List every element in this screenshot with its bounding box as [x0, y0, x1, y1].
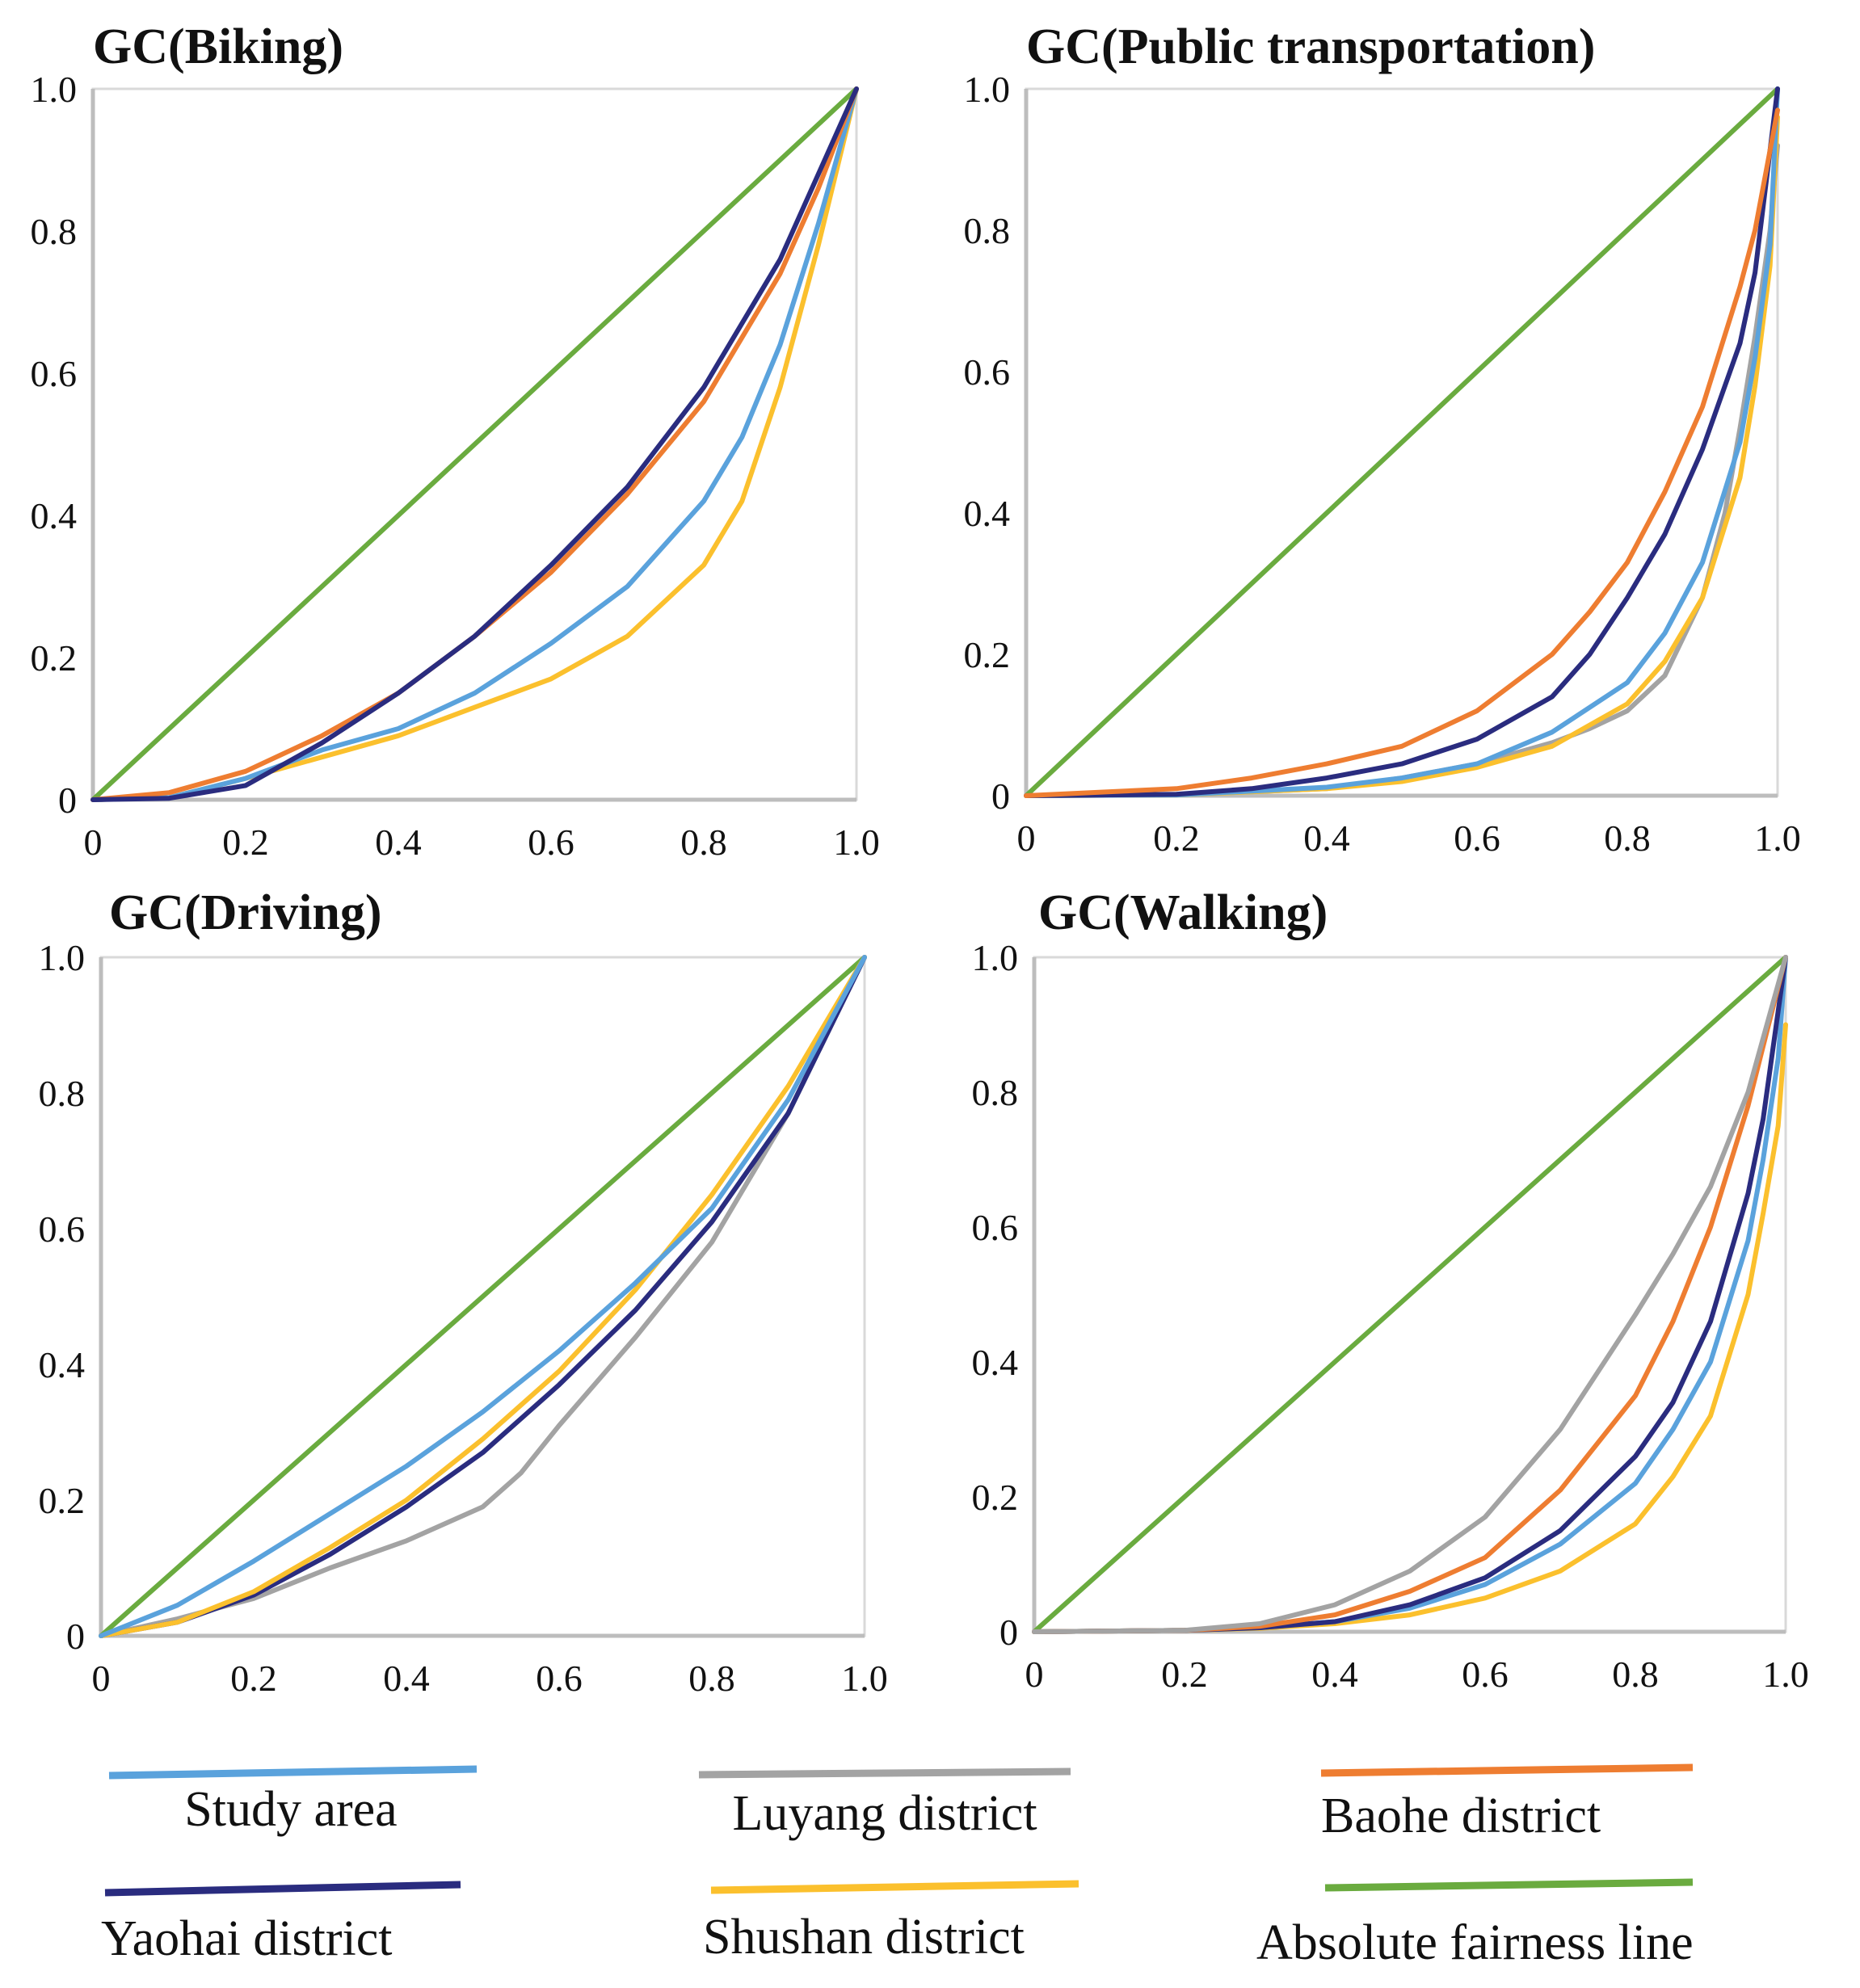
series-line-shushan — [1032, 1022, 1788, 1634]
x-tick-label: 0.4 — [383, 1658, 430, 1699]
series-line-fairness — [99, 955, 867, 1638]
x-tick-label: 0.8 — [688, 1658, 735, 1699]
series-line-baohe — [90, 86, 859, 802]
y-tick-label: 1.0 — [972, 937, 1019, 978]
legend-item-luyang: Luyang district — [698, 1767, 1071, 1841]
x-tick-label: 0.8 — [1604, 817, 1651, 859]
x-tick-label: 0.2 — [1153, 817, 1200, 859]
legend-label: Absolute fairness line — [1256, 1915, 1694, 1970]
y-tick-label: 0.2 — [31, 637, 78, 679]
y-tick-label: 0 — [58, 780, 77, 821]
legend: Study area Luyang district Baohe district Y… — [101, 1763, 1694, 1970]
chart-panel-public-transportation: GC(Public transportation) 0 0.2 0.4 0.6 0.8 1.… — [964, 19, 1801, 859]
x-tick-label: 0.8 — [1612, 1654, 1659, 1695]
x-tick-label: 1.0 — [841, 1658, 888, 1699]
y-tick-label: 0 — [66, 1616, 85, 1657]
y-tick-label: 0.6 — [964, 351, 1011, 393]
y-tick-label: 0.8 — [39, 1073, 86, 1114]
series-line-baohe — [1024, 107, 1780, 798]
chart-title: GC(Driving) — [109, 885, 382, 940]
series-line-study-area — [1024, 86, 1780, 798]
legend-swatch — [1320, 1763, 1694, 1777]
y-tick-label: 1.0 — [31, 69, 78, 110]
series-line-study-area — [90, 86, 859, 802]
x-tick-label: 0 — [1017, 817, 1036, 859]
series-line-luyang — [1024, 143, 1780, 798]
x-tick-label: 0.6 — [1462, 1654, 1509, 1695]
y-tick-label: 0.2 — [964, 634, 1011, 675]
y-tick-label: 0.4 — [964, 493, 1011, 534]
series-line-yaohai — [90, 86, 859, 802]
series-line-luyang — [1032, 955, 1788, 1634]
legend-label: Luyang district — [732, 1786, 1037, 1841]
legend-label: Study area — [184, 1782, 397, 1837]
series-line-fairness — [1032, 955, 1788, 1634]
chart-title: GC(Walking) — [1038, 885, 1328, 940]
y-tick-label: 0.6 — [39, 1208, 86, 1250]
legend-item-yaohai: Yaohai district — [101, 1881, 461, 1966]
x-tick-label: 0 — [92, 1658, 111, 1699]
y-tick-label: 0.2 — [972, 1477, 1019, 1518]
y-tick-label: 1.0 — [964, 69, 1011, 110]
legend-swatch — [104, 1881, 461, 1897]
x-tick-label: 1.0 — [1754, 817, 1801, 859]
x-tick-label: 0.2 — [1161, 1654, 1208, 1695]
series-line-fairness — [90, 86, 859, 802]
series-line-study-area — [99, 955, 867, 1638]
legend-item-fairness: Absolute fairness line — [1256, 1878, 1694, 1970]
legend-label: Shushan district — [703, 1910, 1025, 1965]
x-tick-label: 0.6 — [1454, 817, 1500, 859]
x-tick-label: 0.8 — [680, 822, 727, 863]
y-tick-label: 1.0 — [39, 937, 86, 978]
legend-swatch — [710, 1880, 1079, 1894]
chart-title: GC(Biking) — [93, 19, 343, 74]
y-tick-label: 0.8 — [972, 1072, 1019, 1113]
x-tick-label: 0.4 — [1303, 817, 1350, 859]
legend-label: Yaohai district — [101, 1911, 393, 1966]
chart-panel-walking: GC(Walking) 0 0.2 0.4 0.6 0.8 1.0 0 0.2 0.4 0.6 0.8… — [972, 885, 1809, 1695]
y-tick-label: 0.8 — [31, 211, 78, 252]
y-tick-label: 0.6 — [31, 353, 78, 394]
x-tick-label: 1.0 — [833, 822, 880, 863]
x-tick-label: 0 — [84, 822, 103, 863]
legend-item-study-area: Study area — [108, 1765, 478, 1837]
x-tick-label: 0.2 — [222, 822, 269, 863]
y-tick-label: 0 — [999, 1612, 1018, 1653]
series-line-shushan — [1024, 115, 1780, 798]
legend-item-baohe: Baohe district — [1320, 1763, 1694, 1843]
legend-swatch — [698, 1767, 1071, 1779]
y-tick-label: 0 — [991, 775, 1010, 817]
x-tick-label: 0.4 — [375, 822, 422, 863]
legend-swatch — [108, 1765, 478, 1780]
x-tick-label: 0 — [1025, 1654, 1044, 1695]
legend-swatch — [1324, 1878, 1694, 1892]
x-tick-label: 0.2 — [230, 1658, 277, 1699]
chart-title: GC(Public transportation) — [1026, 19, 1595, 74]
series-line-yaohai — [1024, 86, 1780, 798]
chart-panel-driving: GC(Driving) 0 0.2 0.4 0.6 0.8 1.0 0 0.2 0.4 0.6 0.8… — [39, 885, 888, 1699]
y-tick-label: 0.4 — [972, 1342, 1019, 1383]
legend-label: Baohe district — [1321, 1788, 1601, 1843]
x-tick-label: 0.6 — [536, 1658, 583, 1699]
series-line-shushan — [99, 955, 867, 1638]
x-tick-label: 0.6 — [528, 822, 574, 863]
legend-item-shushan: Shushan district — [703, 1880, 1079, 1965]
y-tick-label: 0.8 — [964, 210, 1011, 251]
y-tick-label: 0.2 — [39, 1480, 86, 1521]
x-tick-label: 1.0 — [1762, 1654, 1809, 1695]
x-tick-label: 0.4 — [1311, 1654, 1358, 1695]
y-tick-label: 0.4 — [31, 495, 78, 536]
chart-panel-biking: GC(Biking) 0 0.2 0.4 0.6 0.8 1.0 0 0.2 0.4 0.6 0.8 1… — [31, 19, 880, 863]
y-tick-label: 0.6 — [972, 1207, 1019, 1248]
y-tick-label: 0.4 — [39, 1344, 86, 1385]
series-line-fairness — [1024, 86, 1780, 798]
